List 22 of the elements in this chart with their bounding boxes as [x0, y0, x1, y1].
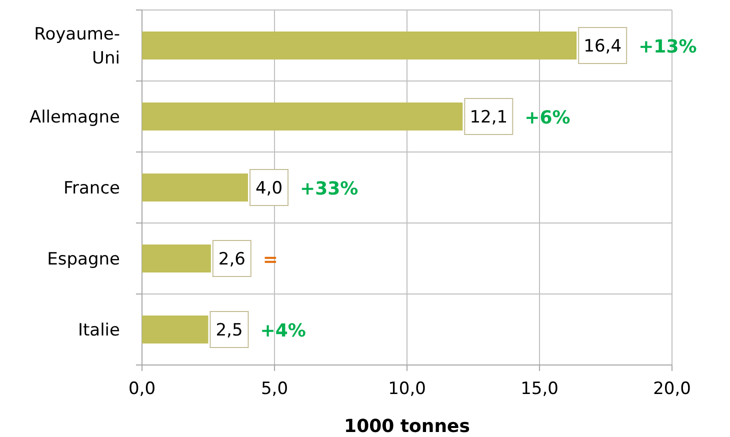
y-tick-label: Espagne	[47, 250, 120, 270]
annotation: +4%	[260, 320, 306, 342]
annotation: +13%	[638, 36, 697, 58]
y-tick-label: Allemagne	[29, 108, 120, 128]
bar	[142, 174, 248, 202]
x-tick-label: 0,0	[128, 379, 156, 399]
x-tick-label: 15,0	[520, 379, 558, 399]
data-label: 2,6	[218, 250, 246, 270]
annotation: =	[262, 250, 278, 270]
y-tick-label: Italie	[78, 320, 120, 340]
data-label: 16,4	[584, 36, 622, 56]
x-axis-title: 1000 tonnes	[344, 416, 470, 437]
annotation: +6%	[524, 108, 570, 128]
x-tick-label: 10,0	[388, 379, 426, 399]
data-label: 2,5	[216, 320, 243, 340]
y-tick-label: Royaume-Uni	[34, 24, 120, 68]
x-tick-label: 5,0	[260, 379, 288, 399]
annotation: +33%	[300, 178, 358, 200]
y-tick-label: France	[63, 178, 120, 198]
data-label: 4,0	[255, 178, 283, 198]
data-label: 12,1	[470, 108, 508, 128]
x-tick-label: 20,0	[653, 379, 691, 399]
